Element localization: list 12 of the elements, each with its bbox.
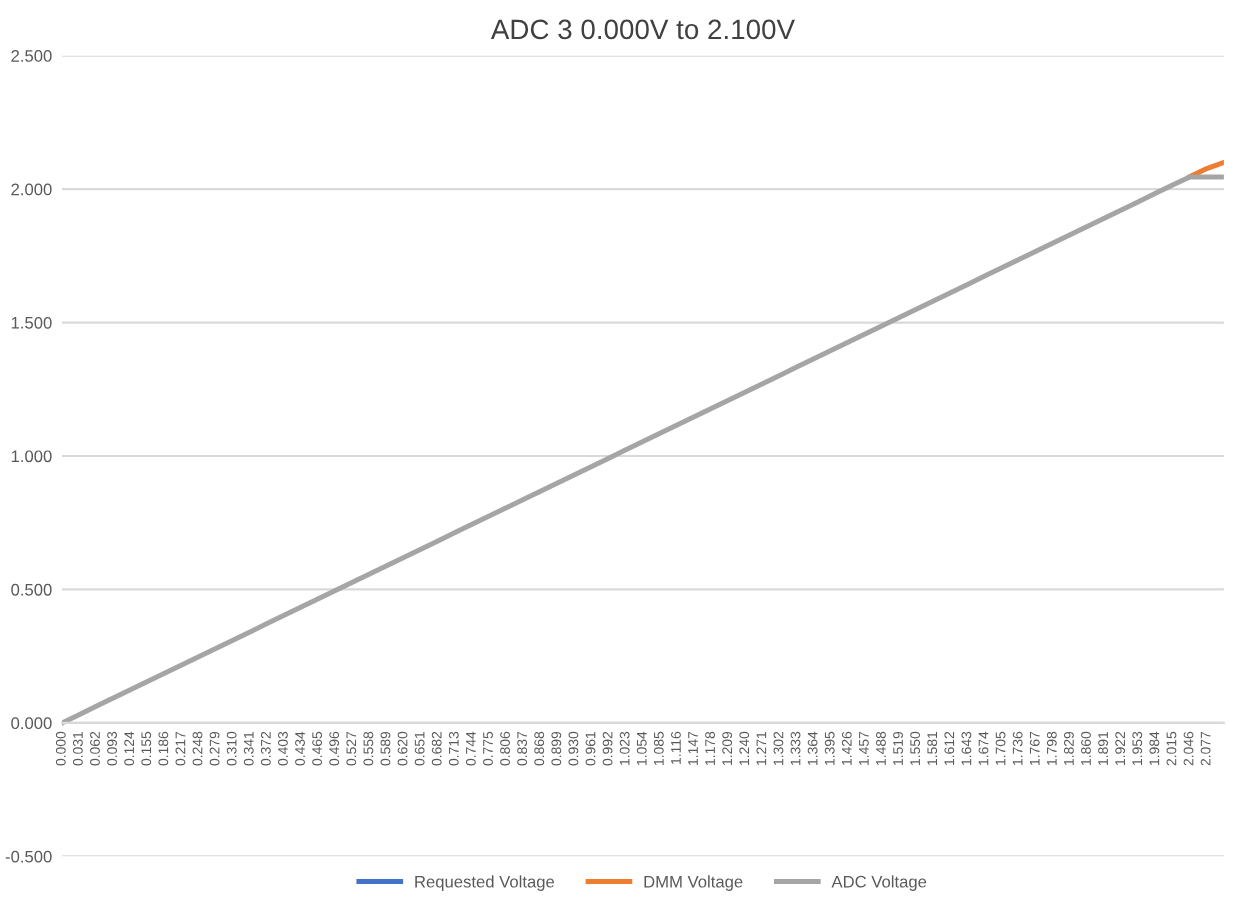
legend-label: DMM Voltage — [644, 875, 743, 891]
line-series — [62, 174, 1224, 726]
y-tick-label: 1.500 — [11, 316, 52, 329]
legend-label: Requested Voltage — [415, 875, 555, 891]
y-tick-label: 0.000 — [11, 717, 52, 730]
y-tick-label: 1.000 — [11, 450, 52, 463]
legend-label: ADC Voltage — [831, 875, 927, 891]
chart-title: ADC 3 0.000V to 2.100V — [490, 19, 795, 40]
y-tick-label: -0.500 — [5, 850, 52, 863]
y-tick-label: 2.500 — [11, 50, 52, 62]
y-tick-label: 0.500 — [11, 583, 52, 596]
y-tick-label: 2.000 — [11, 183, 52, 196]
